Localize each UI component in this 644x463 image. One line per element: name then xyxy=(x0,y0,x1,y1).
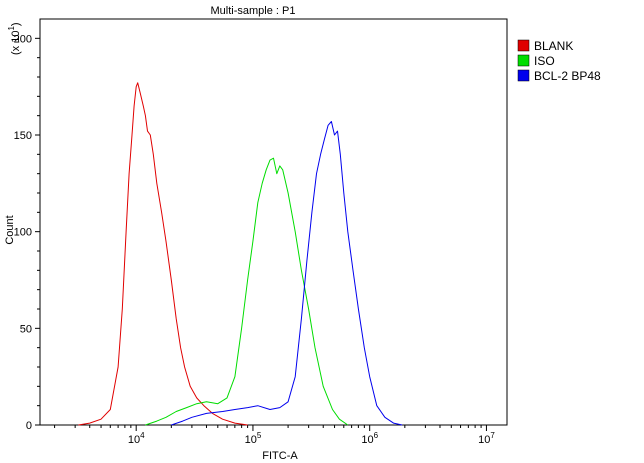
series-line-blank xyxy=(78,82,248,426)
legend-label: ISO xyxy=(534,54,555,68)
y-tick-label: 150 xyxy=(14,130,32,142)
y-multiplier-close: ) xyxy=(10,22,22,26)
y-axis-multiplier: (x 101) xyxy=(7,22,22,55)
x-tick-label: 105 xyxy=(245,431,262,446)
series-line-iso xyxy=(145,157,349,426)
legend-swatch xyxy=(517,69,530,82)
legend-label: BCL-2 BP48 xyxy=(534,69,601,83)
y-tick-label: 100 xyxy=(14,227,32,239)
x-tick-label: 104 xyxy=(128,431,145,446)
y-axis-label: Count xyxy=(4,215,16,244)
y-tick-label: 0 xyxy=(26,420,32,432)
plot-area: 0 50 100 150 200 104 105 106 107 xyxy=(14,18,508,446)
x-axis-label: FITC-A xyxy=(262,450,298,462)
series-line-bcl-2-bp48 xyxy=(171,121,403,426)
chart-title: Multi-sample : P1 xyxy=(211,5,296,17)
y-tick-label: 50 xyxy=(20,323,32,335)
y-tick-label: 200 xyxy=(14,33,32,45)
y-multiplier-text: (x 10 xyxy=(10,31,22,55)
y-multiplier-exponent: 1 xyxy=(7,26,16,31)
x-tick-label: 106 xyxy=(361,431,378,446)
legend-swatch xyxy=(517,39,530,52)
x-tick-label: 107 xyxy=(478,431,495,446)
legend-swatch xyxy=(517,54,530,67)
plot-frame xyxy=(39,18,508,426)
legend-label: BLANK xyxy=(534,39,573,53)
